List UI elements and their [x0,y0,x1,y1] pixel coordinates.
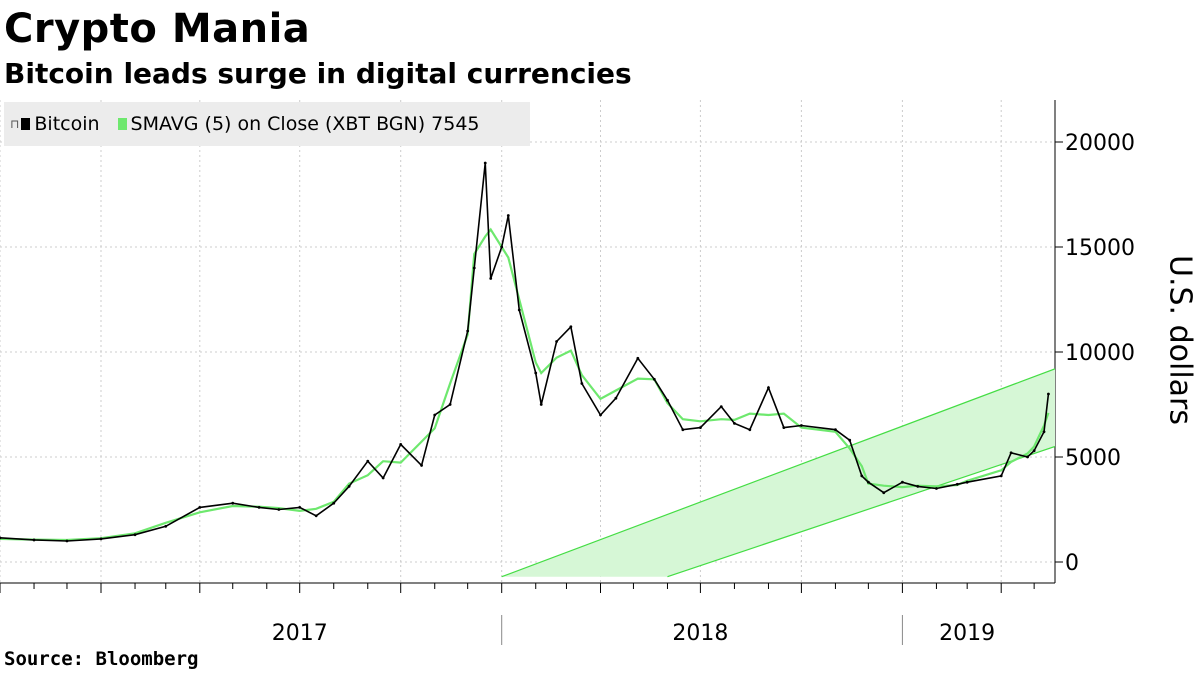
price-point [489,277,493,280]
y-axis-label: U.S. dollars [1162,254,1198,426]
legend: ⊓ Bitcoin SMAVG (5) on Close (XBT BGN) 7… [4,102,530,146]
price-point [399,443,403,446]
price-point [800,424,803,427]
price-point [539,403,543,406]
price-point [1026,455,1029,459]
price-point [935,487,938,490]
legend-swatch-bitcoin [21,118,31,130]
price-point [472,266,476,270]
legend-label-bitcoin: Bitcoin [34,113,100,135]
price-point [133,533,137,537]
year-label: 2018 [672,621,728,646]
price-point [599,413,602,417]
price-point [901,480,904,484]
price-point [636,356,640,360]
y-tick-label: 15000 [1065,236,1135,261]
price-point [347,485,351,488]
price-point [681,428,685,432]
channel-upper-line [501,368,1055,578]
source-note: Source: Bloomberg [4,648,199,670]
price-point [99,537,103,541]
price-point [332,501,336,505]
price-point [555,340,558,343]
price-point [366,459,370,463]
price-point [314,514,318,518]
price-point [1047,392,1050,396]
legend-item-smavg: SMAVG (5) on Close (XBT BGN) 7545 [117,113,480,135]
price-point [965,480,969,484]
y-tick-label: 20000 [1065,131,1135,156]
price-point [719,405,723,408]
legend-swatch-smavg [117,118,127,130]
price-point [569,325,573,329]
y-tick-label: 5000 [1065,446,1121,471]
legend-note: on Close (XBT BGN) 7545 [237,113,480,135]
legend-label-smavg: SMAVG (5) [130,113,232,135]
price-point [381,476,385,480]
price-point [1042,430,1046,434]
price-point [699,426,702,429]
price-point [848,438,852,442]
year-label: 2017 [272,621,328,646]
price-point [231,501,235,505]
price-point [666,398,669,402]
legend-item-bitcoin: ⊓ Bitcoin [4,113,100,135]
price-point [0,536,2,540]
price-point [500,245,504,249]
price-point [955,482,959,486]
price-point [782,426,786,429]
price-point [277,508,281,511]
price-point [652,377,656,381]
price-point [32,538,36,542]
price-point [420,464,423,467]
price-point [580,382,584,385]
price-point [1009,451,1013,455]
price-point [433,413,437,417]
price-point [767,386,770,390]
price-point [257,506,261,509]
price-point [483,161,487,165]
chart-title: Crypto Mania [4,6,311,52]
price-point [466,329,470,333]
price-point [298,506,302,509]
price-point [448,403,452,406]
price-point [164,524,168,528]
price-point [1032,449,1036,453]
price-point [882,491,886,495]
price-point [198,506,202,509]
price-point [999,474,1003,478]
price-point [860,474,864,478]
price-point [916,485,920,488]
year-label: 2019 [939,621,995,646]
candle-icon: ⊓ [10,117,20,131]
y-tick-label: 10000 [1065,341,1135,366]
channel-lower-line [667,445,1055,578]
price-point [614,396,618,400]
chart-subtitle: Bitcoin leads surge in digital currencie… [4,57,632,90]
channel-group [501,368,1055,578]
y-tick-label: 0 [1065,551,1079,576]
price-point [733,422,736,425]
price-point [506,214,510,217]
price-point [534,371,538,375]
price-point [834,428,837,432]
price-point [65,539,69,543]
price-point [748,428,752,432]
smavg-line [0,227,1050,542]
price-point [866,480,870,484]
price-point [517,308,521,312]
